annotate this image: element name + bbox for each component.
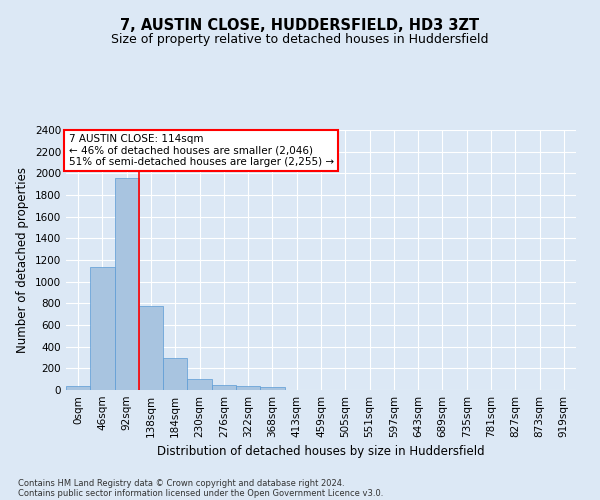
Bar [66,386,90,390]
Bar [236,386,260,390]
Text: Contains public sector information licensed under the Open Government Licence v3: Contains public sector information licen… [18,488,383,498]
Bar [139,306,163,390]
Bar [212,385,236,390]
Bar [187,378,212,390]
Text: Size of property relative to detached houses in Huddersfield: Size of property relative to detached ho… [111,32,489,46]
Bar [163,358,187,390]
Text: 7 AUSTIN CLOSE: 114sqm
← 46% of detached houses are smaller (2,046)
51% of semi-: 7 AUSTIN CLOSE: 114sqm ← 46% of detached… [68,134,334,167]
Bar [260,388,284,390]
Text: Contains HM Land Registry data © Crown copyright and database right 2024.: Contains HM Land Registry data © Crown c… [18,478,344,488]
Text: 7, AUSTIN CLOSE, HUDDERSFIELD, HD3 3ZT: 7, AUSTIN CLOSE, HUDDERSFIELD, HD3 3ZT [121,18,479,32]
Bar [90,267,115,390]
Y-axis label: Number of detached properties: Number of detached properties [16,167,29,353]
Bar [115,178,139,390]
X-axis label: Distribution of detached houses by size in Huddersfield: Distribution of detached houses by size … [157,446,485,458]
